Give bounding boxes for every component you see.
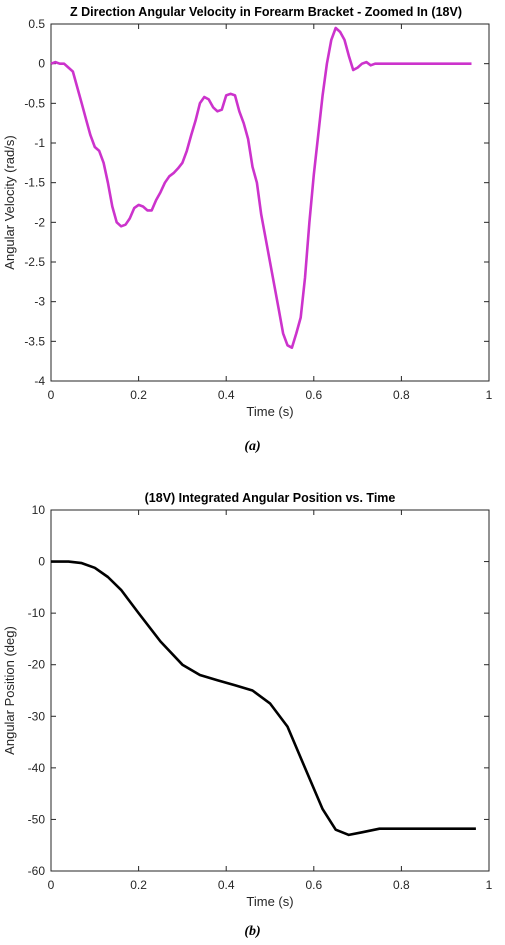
- x-tick-label: 0.6: [305, 878, 322, 892]
- chart-title: Z Direction Angular Velocity in Forearm …: [70, 5, 462, 19]
- y-tick-label: -50: [28, 812, 46, 826]
- caption-a: (a): [244, 439, 261, 454]
- data-series-line: [50, 26, 472, 349]
- plot-area: [50, 509, 490, 872]
- data-series-line: [51, 560, 476, 837]
- x-tick-label: 0.8: [393, 388, 410, 402]
- y-tick-label: 0: [38, 555, 45, 569]
- y-tick-label: -3: [34, 295, 45, 309]
- y-tick-label: 0.5: [28, 17, 45, 31]
- y-tick-label: -3.5: [24, 334, 45, 348]
- x-tick-label: 0.4: [218, 388, 235, 402]
- y-tick-label: -2: [34, 215, 45, 229]
- x-tick-label: 1: [486, 878, 493, 892]
- y-tick-label: -40: [28, 761, 46, 775]
- x-axis-label: Time (s): [246, 404, 293, 419]
- y-tick-label: -20: [28, 658, 46, 672]
- angular-velocity-chart: 0 0.2 0.4 0.6 0.8 1 -4 -3.5 -3 -2.5 -2 -1.5 -1 -0.5 0 0…: [2, 5, 493, 419]
- y-tick-label: -1.5: [24, 176, 45, 190]
- x-tick-label: 0.2: [130, 388, 147, 402]
- x-tick-label: 0.8: [393, 878, 410, 892]
- angular-velocity-figure: 0 0.2 0.4 0.6 0.8 1 -4 -3.5 -3 -2.5 -2 -1.5 -1 -0.5 0 0…: [0, 0, 505, 460]
- y-tick-label: -10: [28, 606, 46, 620]
- y-axis-label: Angular Position (deg): [2, 626, 17, 755]
- y-tick-label: -4: [34, 374, 45, 388]
- y-tick-label: 0: [38, 57, 45, 71]
- y-tick-label: -30: [28, 709, 46, 723]
- x-tick-label: 0.4: [218, 878, 235, 892]
- plot-area: [50, 23, 490, 382]
- caption-b: (b): [244, 924, 261, 939]
- x-tick-label: 0.2: [130, 878, 147, 892]
- x-tick-label: 0: [48, 388, 55, 402]
- angular-position-figure: 0 0.2 0.4 0.6 0.8 1 -60 -50 -40 -30 -20 -10 0 10 (18V)…: [0, 490, 505, 945]
- y-tick-label: 10: [32, 503, 46, 517]
- chart-title: (18V) Integrated Angular Position vs. Ti…: [145, 491, 396, 505]
- x-tick-label: 1: [486, 388, 493, 402]
- angular-position-chart: 0 0.2 0.4 0.6 0.8 1 -60 -50 -40 -30 -20 -10 0 10 (18V)…: [2, 491, 493, 909]
- y-tick-label: -0.5: [24, 96, 45, 110]
- x-tick-label: 0.6: [305, 388, 322, 402]
- x-tick-label: 0: [48, 878, 55, 892]
- y-axis-label: Angular Velocity (rad/s): [2, 135, 17, 269]
- y-tick-label: -1: [34, 136, 45, 150]
- x-axis-label: Time (s): [246, 894, 293, 909]
- y-tick-label: -2.5: [24, 255, 45, 269]
- y-tick-label: -60: [28, 864, 46, 878]
